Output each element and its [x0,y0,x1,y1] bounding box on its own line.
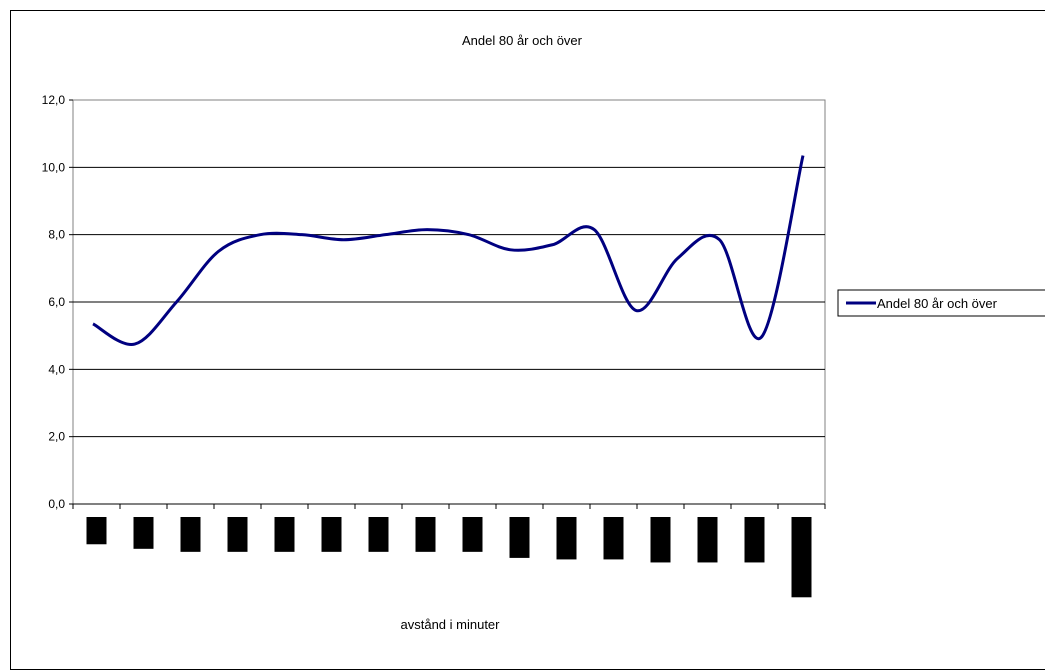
chart-title: Andel 80 år och över [462,33,583,48]
x-category-bar [133,517,154,549]
x-category-bar [227,517,248,552]
x-category-bar [368,517,389,552]
x-category-bar [180,517,201,552]
y-tick-label: 8,0 [48,228,65,242]
y-tick-label: 0,0 [48,497,65,511]
x-axis-title: avstånd i minuter [401,617,501,632]
x-category-bar [321,517,342,552]
x-category-bar [697,517,718,563]
y-tick-label: 4,0 [48,362,65,376]
series-line-andel-80 [92,155,805,346]
x-category-bar [744,517,765,563]
legend: Andel 80 år och över [837,289,1045,317]
line-chart: Andel 80 år och över avstånd i minuter 0… [42,33,1045,632]
x-category-bar [650,517,671,563]
plot-area: 0,0 2,0 4,0 6,0 8,0 10,0 12,0 [42,93,826,598]
x-category-bar [509,517,530,558]
y-tick-label: 2,0 [48,430,65,444]
x-category-bar [462,517,483,552]
x-category-bar [86,517,107,545]
y-tick-label: 10,0 [42,160,66,174]
x-category-bar [791,517,812,598]
legend-series-label: Andel 80 år och över [877,296,998,311]
y-tick-label: 12,0 [42,93,66,107]
x-category-bar [556,517,577,560]
x-category-bar [415,517,436,552]
x-category-bar [274,517,295,552]
x-category-bar [603,517,624,560]
y-tick-label: 6,0 [48,295,65,309]
